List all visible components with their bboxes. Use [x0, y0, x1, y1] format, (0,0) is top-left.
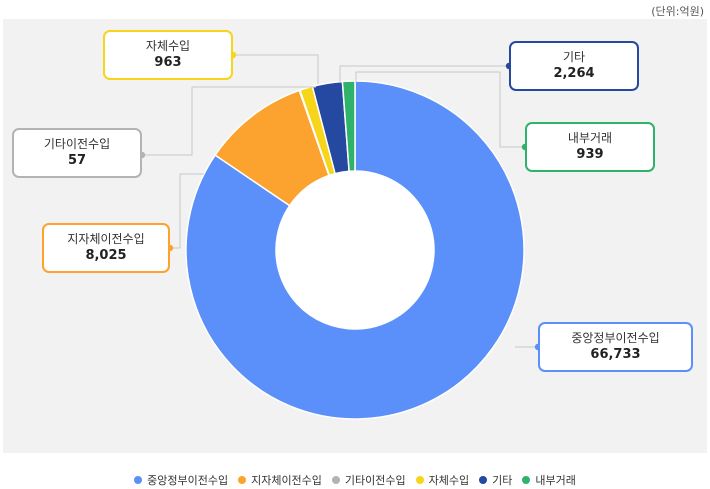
callout-label: 중앙정부이전수입	[571, 331, 660, 345]
callout-label: 자체수입	[145, 39, 191, 53]
legend-item: 기타	[479, 472, 512, 488]
callout-label: 기타	[562, 50, 586, 64]
callout-2: 지자체이전수입 8,025	[42, 223, 170, 273]
callout-value: 66,733	[590, 347, 641, 362]
callout-6: 내부거래 939	[525, 122, 655, 172]
legend-dot-icon	[238, 476, 247, 484]
legend-dot-icon	[522, 476, 531, 484]
legend-dot-icon	[331, 476, 340, 484]
callout-3: 기타이전수입 57	[12, 128, 142, 178]
legend-label: 기타	[492, 474, 513, 487]
leader-line-4	[233, 54, 319, 84]
callout-label: 지자체이전수입	[67, 232, 145, 246]
legend-label: 지자체이전수입	[251, 474, 322, 487]
leader-line-5	[339, 65, 509, 83]
legend-item: 자체수입	[415, 472, 470, 488]
donut-hole	[276, 171, 434, 329]
legend-dot-icon	[415, 476, 424, 484]
legend-item: 지자체이전수입	[238, 472, 322, 488]
callout-value: 2,264	[553, 66, 595, 81]
callout-value: 8,025	[85, 248, 127, 263]
legend-label: 기타이전수입	[344, 474, 406, 487]
legend-item: 기타이전수입	[331, 472, 406, 488]
legend-label: 자체수입	[428, 474, 470, 487]
legend: 중앙정부이전수입 지자체이전수입 기타이전수입 자체수입 기타 내부거래	[0, 472, 710, 488]
callout-value: 57	[67, 153, 87, 168]
donut-slices	[185, 80, 525, 420]
callout-5: 기타 2,264	[509, 41, 639, 91]
callout-value: 963	[154, 55, 182, 70]
callout-1: 중앙정부이전수입 66,733	[538, 322, 693, 372]
legend-item: 내부거래	[522, 472, 576, 488]
legend-dot-icon	[479, 476, 488, 484]
leader-line-6	[355, 71, 525, 148]
legend-dot-icon	[134, 476, 143, 484]
callout-value: 939	[576, 147, 604, 162]
leader-line-3	[142, 86, 316, 156]
callout-label: 기타이전수입	[43, 137, 111, 151]
legend-label: 내부거래	[535, 474, 576, 487]
legend-label: 중앙정부이전수입	[147, 474, 229, 487]
callout-label: 내부거래	[567, 131, 613, 145]
unit-label: (단위:억원)	[651, 5, 704, 18]
leader-lines	[138, 51, 542, 351]
leader-line-2	[170, 173, 204, 249]
callout-4: 자체수입 963	[103, 30, 233, 80]
legend-item: 중앙정부이전수입	[134, 472, 228, 488]
